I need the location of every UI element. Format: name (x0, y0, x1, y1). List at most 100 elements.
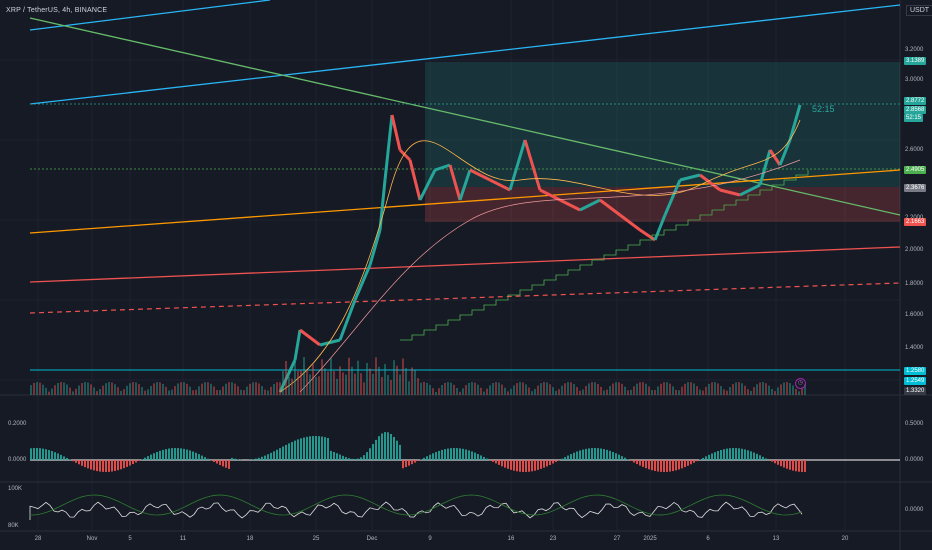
volume-bar (636, 383, 638, 395)
volume-bar (267, 390, 269, 395)
indicator-histogram-bar (354, 459, 356, 460)
indicator-histogram-bar (588, 448, 590, 460)
volume-bar (762, 382, 764, 395)
volume-bar (474, 382, 476, 395)
volume-bar (552, 387, 554, 395)
symbol-title[interactable]: XRP / TetherUS, 4h, BINANCE (6, 7, 108, 14)
candle-segment (619, 213, 641, 232)
price-badge: 1.3320 (904, 387, 927, 395)
volume-bar (240, 389, 242, 395)
indicator-histogram-bar (624, 457, 626, 460)
indicator-histogram-bar (546, 460, 548, 467)
price-tick: 1.8000 (905, 281, 924, 287)
indicator-histogram-bar (501, 460, 503, 467)
volume-bar (405, 367, 407, 395)
indicator-histogram-bar (228, 460, 230, 469)
indicator-histogram-bar (288, 443, 290, 460)
indicator-histogram-bar (291, 441, 293, 460)
volume-bar (657, 386, 659, 395)
volume-bar (798, 391, 800, 395)
volume-bar (459, 391, 461, 395)
volume-bar (708, 383, 710, 395)
volume-bar (525, 384, 527, 395)
indicator-histogram-bar (498, 460, 500, 465)
volume-bar (519, 382, 521, 395)
volume-bar (39, 382, 41, 395)
indicator-histogram-bar (237, 459, 239, 460)
volume-bar (735, 382, 737, 395)
volume-bar (567, 382, 569, 395)
indicator-histogram-bar (393, 436, 395, 460)
candle-segment (390, 114, 402, 151)
volume-bar (576, 387, 578, 395)
indicator-tick: 0.2000 (8, 421, 27, 427)
volume-bar (435, 391, 437, 395)
indicator-histogram-bar (105, 460, 107, 472)
volume-bar (408, 381, 410, 395)
indicator-histogram-bar (399, 444, 401, 460)
volume-bar (345, 374, 347, 395)
volume-bar (771, 389, 773, 395)
indicator-histogram-bar (267, 454, 269, 460)
volume-bar (765, 383, 767, 395)
indicator-histogram-bar (747, 450, 749, 460)
candle-segment (368, 229, 382, 266)
volume-bar (84, 382, 86, 395)
candle-segment (599, 198, 621, 217)
indicator-histogram-bar (561, 458, 563, 460)
indicator-histogram-bar (435, 452, 437, 460)
indicator-histogram-bar (186, 449, 188, 460)
volume-bar (468, 382, 470, 395)
indicator-histogram-bar (72, 460, 74, 462)
indicator-histogram-bar (123, 460, 125, 469)
indicator-histogram-bar (336, 453, 338, 460)
currency-unit-badge[interactable]: USDT (906, 5, 932, 16)
indicator-histogram-bar (411, 460, 413, 465)
indicator-histogram-bar (219, 460, 221, 466)
indicator-histogram-bar (192, 451, 194, 460)
volume-bar (360, 373, 362, 395)
volume-bar (300, 370, 302, 395)
volume-bar (174, 386, 176, 395)
indicator-histogram-bar (753, 452, 755, 460)
indicator-histogram-bar (438, 450, 440, 460)
indicator-histogram-bar (720, 450, 722, 460)
indicator-histogram-bar (141, 459, 143, 460)
indicator-histogram-bar (177, 448, 179, 460)
candle-segment (469, 168, 491, 182)
replay-icon[interactable]: ◷ (795, 378, 806, 389)
indicator-histogram-bar (600, 448, 602, 460)
volume-bar (57, 382, 59, 395)
indicator-histogram-bar (582, 449, 584, 460)
volume-bar (729, 387, 731, 395)
volume-bar (678, 390, 680, 395)
volume-bar (594, 382, 596, 395)
volume-bar (51, 388, 53, 395)
volume-bar (696, 386, 698, 395)
indicator-histogram-bar (75, 460, 77, 463)
candle-segment (508, 139, 527, 191)
indicator-histogram-bar (363, 455, 365, 460)
indicator-histogram-bar (762, 456, 764, 460)
indicator-histogram-bar (432, 453, 434, 460)
price-tick: 3.0000 (905, 77, 924, 83)
indicator-histogram-bar (378, 436, 380, 460)
volume-bar (321, 359, 323, 395)
volume-bar (306, 369, 308, 395)
candle-segment (653, 214, 667, 241)
volume-bar (375, 357, 377, 395)
indicator-histogram-bar (117, 460, 119, 471)
volume-bar (33, 382, 35, 395)
volume-bar (600, 386, 602, 395)
indicator-histogram-bar (705, 456, 707, 460)
volume-bar (417, 378, 419, 395)
volume-bar (702, 390, 704, 395)
candle-segment (679, 173, 701, 182)
volume-bar (597, 383, 599, 395)
volume-bar (204, 382, 206, 395)
volume-bar (411, 367, 413, 395)
volume-bar (549, 384, 551, 395)
volume-bar (507, 391, 509, 395)
volume-bar (312, 364, 314, 395)
